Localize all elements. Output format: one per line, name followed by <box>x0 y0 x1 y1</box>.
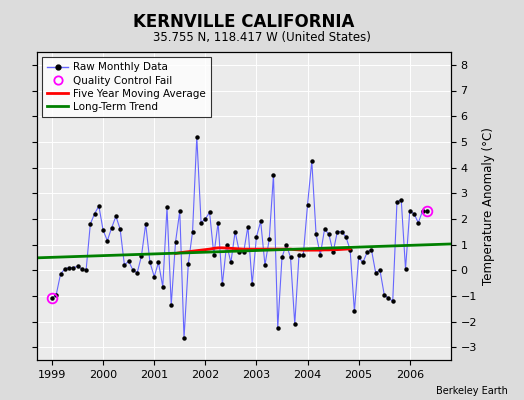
Legend: Raw Monthly Data, Quality Control Fail, Five Year Moving Average, Long-Term Tren: Raw Monthly Data, Quality Control Fail, … <box>42 57 211 117</box>
Title: KERNVILLE CALIFORNIA: KERNVILLE CALIFORNIA <box>133 13 354 31</box>
Text: 35.755 N, 118.417 W (United States): 35.755 N, 118.417 W (United States) <box>153 32 371 44</box>
Text: Berkeley Earth: Berkeley Earth <box>436 386 508 396</box>
Y-axis label: Temperature Anomaly (°C): Temperature Anomaly (°C) <box>483 127 495 285</box>
